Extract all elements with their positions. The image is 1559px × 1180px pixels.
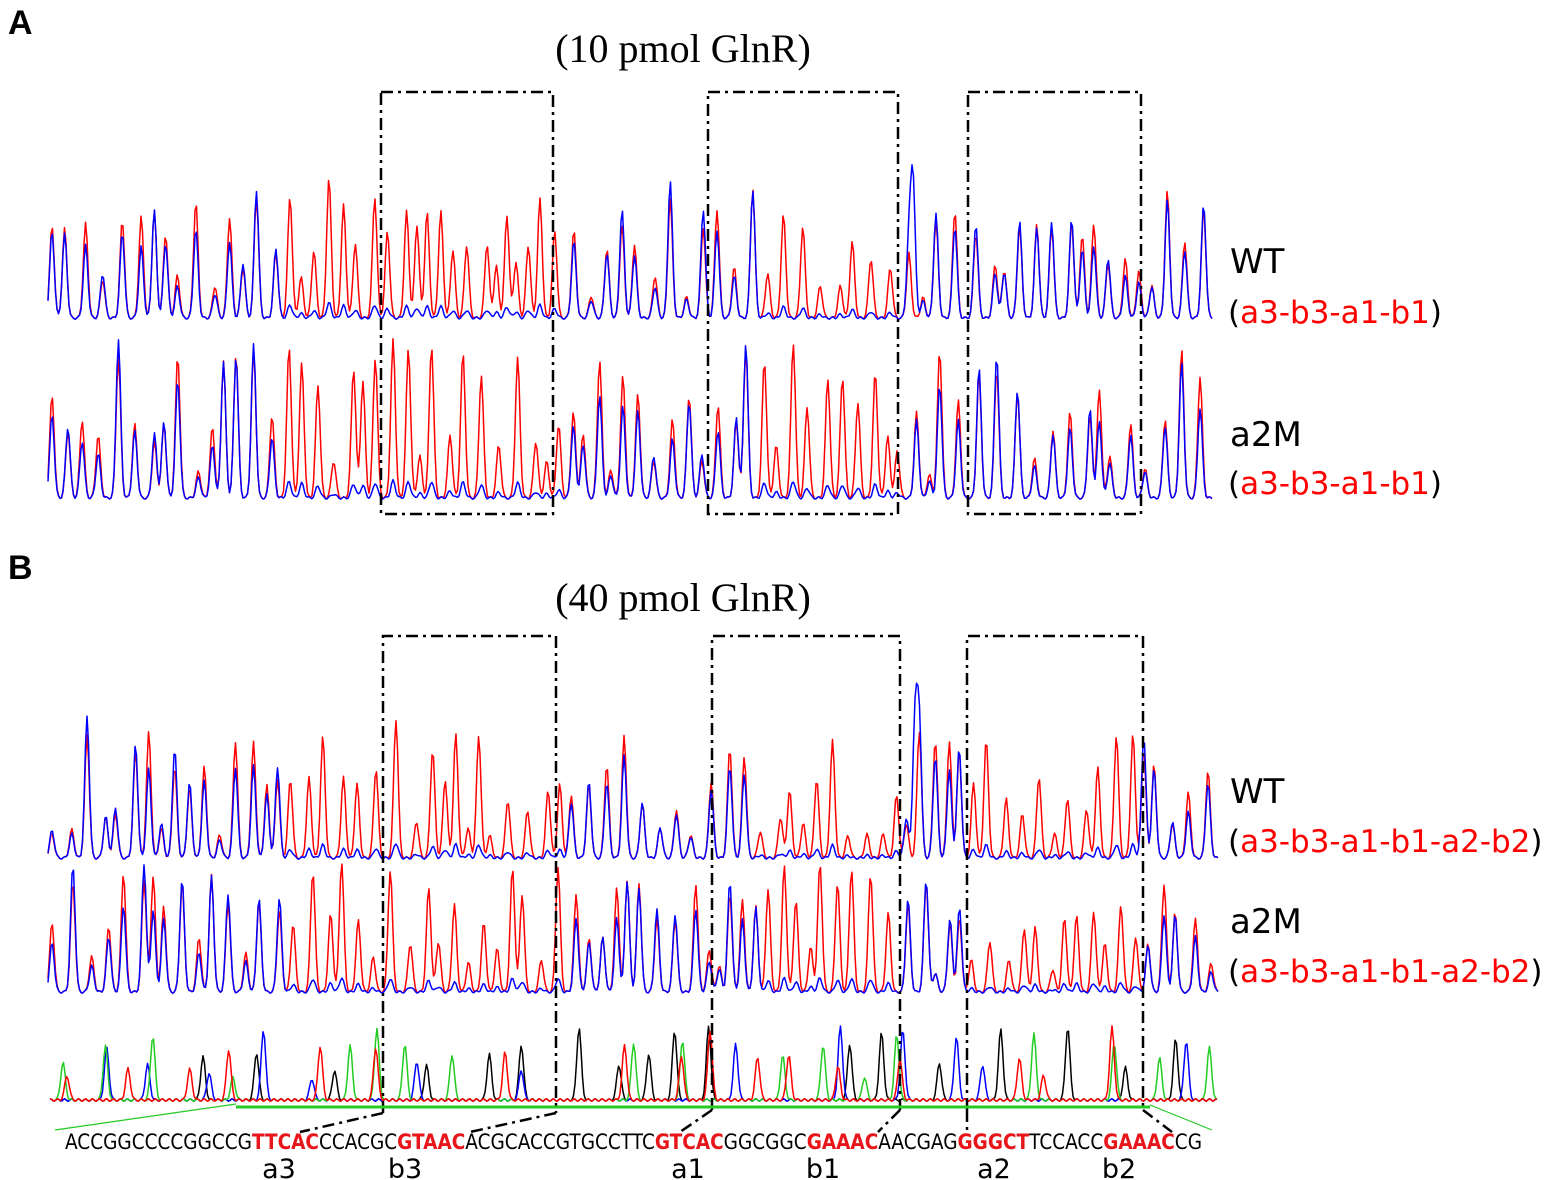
sequencing-trace-red [49,1025,1218,1102]
frame-b-b1 [710,634,902,1110]
site-label-a1: a1 [671,1154,705,1180]
trace-row-a-a2m-blue-trace [47,339,1213,500]
trace-row-a-a2m-red-trace [47,338,1213,500]
trace-row-b-wt [47,682,1219,860]
panel-a-title: (10 pmol GlnR) [555,26,811,71]
trace-row-b-wt-red-trace [47,719,1219,860]
trace-layer [47,164,1219,1102]
frame-b-a2b2 [965,634,1145,1110]
seq-site-a3: TTCAC [252,1130,319,1154]
frame-a-a2b2 [966,90,1143,516]
track-sub-a-wt: (a3-b3-a1-b1) [1228,295,1442,331]
trace-row-a-a2m [47,338,1213,500]
seq-spacer-4: ACGCACCGTGCCTTC [465,1130,655,1154]
track-sub-b-a2m: (a3-b3-a1-b1-a2-b2) [1228,954,1543,990]
site-label-b2: b2 [1102,1154,1136,1180]
seq-site-b1: GAAAC [807,1130,879,1154]
site-label-b1: b1 [806,1154,840,1180]
frame-b-b3 [381,634,558,1113]
seq-spacer-12: CG [1175,1130,1202,1154]
trace-row-b-a2m-blue-trace [47,864,1219,994]
seq-spacer-8: AACGAG [878,1130,957,1154]
seq-spacer-10: TCCACC [1028,1130,1103,1154]
track-label-b-wt: WT [1230,772,1285,812]
track-label-b-a2m: a2M [1230,902,1302,942]
panel-letter-a: A [8,4,33,42]
track-sub-a-a2m: (a3-b3-a1-b1) [1228,466,1442,502]
track-sub-b-wt: (a3-b3-a1-b1-a2-b2) [1228,824,1543,860]
trace-row-a-wt-red-trace [47,179,1213,320]
frame-a-b1 [706,90,900,516]
seq-spacer-0: ACCGGCCCCGGCCG [65,1130,252,1154]
seq-spacer-2: CCACGC [319,1130,397,1154]
site-label-b3: b3 [388,1154,422,1180]
bracket-left-diagonal [54,1103,237,1131]
seq-site-a1: GTCAC [655,1130,724,1154]
trace-row-a-wt-blue-trace [47,164,1213,320]
frame-a-b3 [379,90,555,516]
seq-site-b2: GAAAC [1103,1130,1175,1154]
connector-b2-right [1142,1109,1173,1133]
connector-b3-left [299,1111,384,1134]
panel-letter-b: B [8,549,33,587]
dna-sequence: ACCGGCCCCGGCCGTTCACCCACGCGTAACACGCACCGTG… [65,1130,1202,1154]
trace-row-b-a2m [47,863,1219,994]
seq-site-a2: GGGCT [958,1130,1030,1154]
seq-site-b3: GTAAC [397,1130,465,1154]
track-label-a-a2m: a2M [1230,415,1302,455]
connector-b1-right [877,1109,901,1133]
trace-row-a-wt [47,164,1213,320]
track-label-a-wt: WT [1230,242,1285,282]
site-label-a3: a3 [262,1154,296,1180]
seq-spacer-6: GGCGGC [724,1130,807,1154]
sequencing-trace [49,1025,1218,1102]
connector-b3-right [469,1111,557,1134]
panel-b-title: (40 pmol GlnR) [555,575,811,620]
trace-row-b-wt-blue-trace [47,682,1219,860]
connector-b1-left [679,1108,713,1134]
bracket-right-diagonal [1149,1104,1213,1131]
site-label-a2: a2 [977,1154,1011,1180]
